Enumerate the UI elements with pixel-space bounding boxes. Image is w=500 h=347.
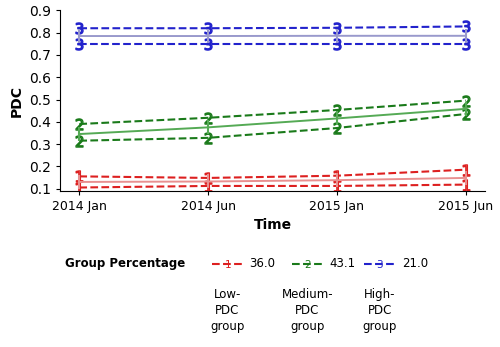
Y-axis label: PDC: PDC bbox=[10, 85, 24, 117]
Text: $2$: $2$ bbox=[304, 258, 312, 270]
Text: Medium-
PDC
group: Medium- PDC group bbox=[282, 288, 334, 333]
Text: 36.0: 36.0 bbox=[250, 257, 276, 270]
Text: Group Percentage: Group Percentage bbox=[65, 257, 185, 270]
X-axis label: Time: Time bbox=[254, 218, 292, 232]
Text: Low-
PDC
group: Low- PDC group bbox=[210, 288, 244, 333]
Text: 21.0: 21.0 bbox=[402, 257, 428, 270]
Text: High-
PDC
group: High- PDC group bbox=[363, 288, 397, 333]
Text: 43.1: 43.1 bbox=[330, 257, 355, 270]
Text: $1$: $1$ bbox=[224, 258, 232, 270]
Text: $3$: $3$ bbox=[376, 258, 384, 270]
